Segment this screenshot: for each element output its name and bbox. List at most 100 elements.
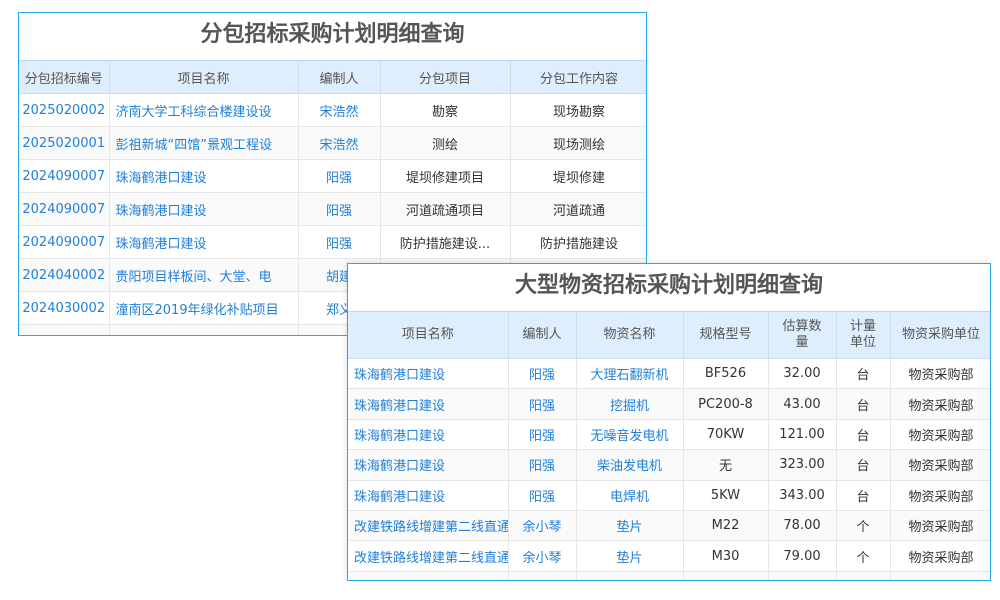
table-cell[interactable]: 潼南区2019年绿化补贴项目: [109, 291, 299, 325]
table-cell: 32.00: [768, 358, 837, 390]
table-cell[interactable]: 阳强: [508, 358, 577, 390]
table-cell: 防护措施建设: [510, 225, 646, 259]
table-cell[interactable]: 垫片: [576, 571, 684, 580]
table-cell[interactable]: 2025020001: [19, 126, 110, 160]
table-cell[interactable]: 珠海鹤港口建设: [348, 388, 509, 420]
table-cell[interactable]: 2024090007: [19, 192, 110, 226]
column-header: 编制人: [298, 61, 381, 94]
column-header: 物资采购单位: [890, 312, 990, 359]
table-cell: 测绘: [380, 126, 511, 160]
table-cell[interactable]: 珠海鹤港口建设: [109, 192, 299, 226]
table-cell: 现场测绘: [510, 126, 646, 160]
table-cell[interactable]: 改建铁路线增建第二线直通: [348, 510, 509, 542]
table-cell: 个: [836, 540, 891, 572]
table-row[interactable]: 2025020002 济南大学工科综合楼建设设 宋浩然 勘察 现场勘察: [19, 93, 646, 127]
column-header: 计量单位: [836, 312, 891, 359]
table-cell: 物资采购部: [890, 449, 990, 481]
table-row[interactable]: 2024090007 珠海鹤港口建设 阳强 河道疏通项目 河道疏通: [19, 192, 646, 226]
panel-title: 大型物资招标采购计划明细查询: [348, 264, 990, 312]
table-cell[interactable]: 阳强: [508, 480, 577, 511]
table-cell[interactable]: 2024030002: [19, 291, 110, 325]
table-cell: 堤坝修建: [510, 159, 646, 193]
table-cell[interactable]: 潼南区2019年绿化补贴项目: [109, 324, 299, 335]
table-cell[interactable]: 阳强: [298, 225, 381, 259]
table-cell[interactable]: 宋浩然: [298, 93, 381, 127]
table-cell[interactable]: 阳强: [298, 159, 381, 193]
table-cell[interactable]: 余小琴: [508, 540, 577, 572]
column-header: 估算数量: [768, 312, 837, 359]
table-cell[interactable]: 彭祖新城“四馆”景观工程设: [109, 126, 299, 160]
table-cell: 无: [683, 449, 769, 481]
table-cell: 121.00: [768, 419, 837, 451]
table-cell: 43.00: [768, 388, 837, 420]
table-cell: 现场勘察: [510, 93, 646, 127]
table-cell[interactable]: 挖掘机: [576, 388, 684, 420]
materials-table: 项目名称 编制人 物资名称 规格型号 估算数量 计量单位 物资采购单位 珠海鹤港口建设 阳强 大理…: [348, 312, 990, 580]
table-cell[interactable]: 电焊机: [576, 480, 684, 511]
table-cell: 70KW: [683, 419, 769, 451]
table-cell: 物资采购部: [890, 419, 990, 451]
table-cell[interactable]: 阳强: [508, 449, 577, 481]
table-cell: 53.00: [768, 571, 837, 580]
table-cell[interactable]: 阳强: [508, 388, 577, 420]
table-cell[interactable]: 珠海鹤港口建设: [348, 358, 509, 390]
table-cell[interactable]: 2025020002: [19, 93, 110, 127]
table-cell[interactable]: 无噪音发电机: [576, 419, 684, 451]
table-cell: 物资采购部: [890, 571, 990, 580]
table-row[interactable]: 珠海鹤港口建设 阳强 挖掘机 PC200-8 43.00 台物资采购部: [348, 388, 990, 420]
table-row[interactable]: 珠海鹤港口建设 阳强 电焊机 5KW 343.00 台物资采购部: [348, 480, 990, 511]
table-cell: 台: [836, 449, 891, 481]
table-cell: 5KW: [683, 480, 769, 511]
table-cell: 物资采购部: [890, 388, 990, 420]
table-row[interactable]: 珠海鹤港口建设 阳强 大理石翻新机 BF526 32.00 台物资采购部: [348, 358, 990, 390]
column-header: 分包工作内容: [510, 61, 646, 94]
table-cell[interactable]: 2024030002: [19, 324, 110, 335]
table-cell[interactable]: 2024090007: [19, 225, 110, 259]
table-row[interactable]: 2025020001 彭祖新城“四馆”景观工程设 宋浩然 测绘 现场测绘: [19, 126, 646, 160]
table-row[interactable]: 珠海鹤港口建设 阳强 无噪音发电机 70KW 121.00 台物资采购部: [348, 419, 990, 451]
table-cell[interactable]: 珠海鹤港口建设: [109, 225, 299, 259]
table-cell: 323.00: [768, 449, 837, 481]
table-cell[interactable]: 济南大学工科综合楼建设设: [109, 93, 299, 127]
table-cell[interactable]: 贵阳项目样板间、大堂、电: [109, 258, 299, 292]
table-cell[interactable]: 垫片: [576, 510, 684, 542]
table-cell: 防护措施建设...: [380, 225, 511, 259]
table-cell[interactable]: 阳强: [298, 192, 381, 226]
table-cell[interactable]: 2024040002: [19, 258, 110, 292]
table-cell[interactable]: 柴油发电机: [576, 449, 684, 481]
column-header: 编制人: [508, 312, 577, 359]
table-cell: 343.00: [768, 480, 837, 511]
table-cell: M22: [683, 510, 769, 542]
table-cell[interactable]: 改建铁路线增建第二线直通: [348, 540, 509, 572]
table-cell: 物资采购部: [890, 510, 990, 542]
table-cell: 台: [836, 388, 891, 420]
table-cell[interactable]: 2024090007: [19, 159, 110, 193]
table-cell[interactable]: 余小琴: [508, 571, 577, 580]
column-header: 分包项目: [380, 61, 511, 94]
table-cell[interactable]: 珠海鹤港口建设: [348, 449, 509, 481]
table-cell[interactable]: 珠海鹤港口建设: [109, 159, 299, 193]
table-cell[interactable]: 改建铁路线增建第二线直通: [348, 571, 509, 580]
table-cell: 79.00: [768, 540, 837, 572]
table-cell[interactable]: 余小琴: [508, 510, 577, 542]
table-cell[interactable]: 大理石翻新机: [576, 358, 684, 390]
table-cell[interactable]: 珠海鹤港口建设: [348, 480, 509, 511]
table-row[interactable]: 改建铁路线增建第二线直通 余小琴 垫片 M22 78.00 个物资采购部: [348, 510, 990, 542]
table-row[interactable]: 改建铁路线增建第二线直通 余小琴 垫片 M30 79.00 个物资采购部: [348, 540, 990, 572]
table-cell: 勘察: [380, 93, 511, 127]
table-cell[interactable]: 珠海鹤港口建设: [348, 419, 509, 451]
table-cell[interactable]: 宋浩然: [298, 126, 381, 160]
table-cell[interactable]: 阳强: [508, 419, 577, 451]
column-header: 项目名称: [109, 61, 299, 94]
table-cell[interactable]: 垫片: [576, 540, 684, 572]
column-header: 规格型号: [683, 312, 769, 359]
table-cell: 堤坝修建项目: [380, 159, 511, 193]
table-row[interactable]: 珠海鹤港口建设 阳强 柴油发电机无 323.00 台物资采购部: [348, 449, 990, 481]
table-row[interactable]: 2024090007 珠海鹤港口建设 阳强 防护措施建设... 防护措施建设: [19, 225, 646, 259]
table-cell: 78.00: [768, 510, 837, 542]
table-row[interactable]: 2024090007 珠海鹤港口建设 阳强 堤坝修建项目 堤坝修建: [19, 159, 646, 193]
column-header: 物资名称: [576, 312, 684, 359]
panel-title: 分包招标采购计划明细查询: [19, 13, 646, 61]
column-header: 项目名称: [348, 312, 509, 359]
